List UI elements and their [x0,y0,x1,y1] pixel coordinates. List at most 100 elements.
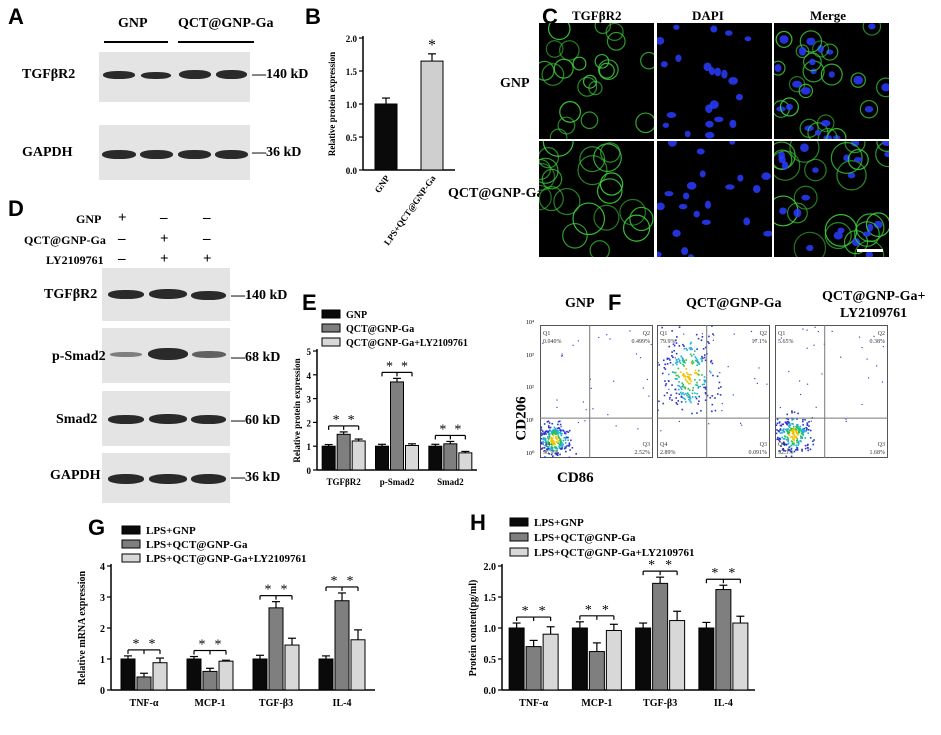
legend-label: QCT@GNP-Ga+LY2109761 [346,338,468,349]
fluorescent-cell [786,202,808,224]
sig-star: * [454,422,461,437]
event-dot [691,362,694,365]
fluorescent-cell [635,112,654,134]
event-dot [677,358,680,360]
nucleus [853,75,864,85]
event-dot [701,383,704,386]
fluorescent-cell [836,160,867,191]
event-dot [686,381,689,383]
panel-label-g: G [88,515,106,540]
nucleus [793,208,802,218]
quadrant-value: 96.9% [543,450,559,456]
event-dot [804,430,806,433]
event-dot [782,438,785,440]
nucleus [673,24,680,30]
event-dot [687,393,690,396]
event-dot [796,447,799,449]
sign: – [160,210,168,226]
event-dot [711,362,714,365]
nucleus [763,230,772,237]
event-dot [552,434,555,437]
event-dot [676,336,678,338]
event-dot [557,454,559,457]
event-dot [552,440,555,442]
sig-star: * [602,603,609,618]
fluorescent-cell [589,240,610,257]
event-dot [557,440,560,442]
event-dot [695,384,697,386]
event-dot [802,424,804,426]
event-dot [718,381,721,384]
event-dot [739,422,742,424]
fluorescent-cell [774,150,801,181]
event-dot [690,380,693,382]
event-dot [801,436,804,439]
event-dot [689,377,691,380]
sig-star: * [522,604,529,619]
event-dot [696,384,699,387]
event-dot [791,411,793,414]
nucleus [721,69,728,79]
event-dot [710,361,712,363]
event-dot [785,422,788,425]
event-dot [675,362,677,364]
event-dot [672,356,674,359]
event-dot [663,366,666,369]
event-dot [565,450,567,453]
fluorescent-cell [793,185,818,210]
event-dot [805,430,807,432]
event-dot [727,366,729,368]
blot-d-size-36: —36 kD [231,470,281,485]
event-dot [791,410,793,412]
event-dot [802,328,804,330]
event-dot [692,387,695,389]
fluorescent-cell [622,214,651,242]
nucleus [866,223,874,232]
quadrant-value: 0.040% [543,339,562,345]
event-dot [807,443,809,446]
quadrant-name: Q3 [878,442,885,448]
event-dot [704,399,707,401]
event-dot [560,444,562,447]
event-dot [697,369,700,372]
event-dot [554,433,557,435]
x-tick-label: MCP-1 [581,698,612,709]
quadrant-name: Q4 [778,442,785,448]
event-dot [558,427,561,430]
event-dot [817,330,819,333]
event-dot [776,429,778,431]
nucleus [779,35,789,44]
event-dot [548,442,550,444]
event-dot [797,425,800,428]
nucleus [710,25,718,33]
event-dot [658,400,660,403]
event-dot [661,372,664,375]
flow-title-qct-ly-line2: LY2109761 [840,306,908,321]
event-dot [553,426,556,429]
y-tick-label: 1 [100,655,105,666]
event-dot [540,440,541,442]
bar [525,646,542,691]
event-dot [675,374,678,377]
event-dot [776,422,779,425]
quadrant-value: 0.091% [749,450,768,456]
event-dot [702,348,705,350]
nucleus [853,157,863,163]
event-dot [682,392,684,394]
event-dot [711,403,714,406]
fluorescent-cell [830,142,863,174]
fluorescent-cell [539,184,552,211]
event-dot [686,394,688,397]
micrograph-cell [774,23,889,139]
sign: + [160,231,169,247]
x-tick-label: p-Smad2 [380,477,415,487]
event-dot [687,373,689,376]
event-dot [785,444,788,446]
y-tick-label: 2.0 [484,562,497,573]
event-dot [698,395,701,398]
event-dot [795,428,798,431]
nucleus [714,116,724,123]
event-dot [806,424,809,426]
event-dot [690,401,692,404]
nucleus [701,219,711,225]
